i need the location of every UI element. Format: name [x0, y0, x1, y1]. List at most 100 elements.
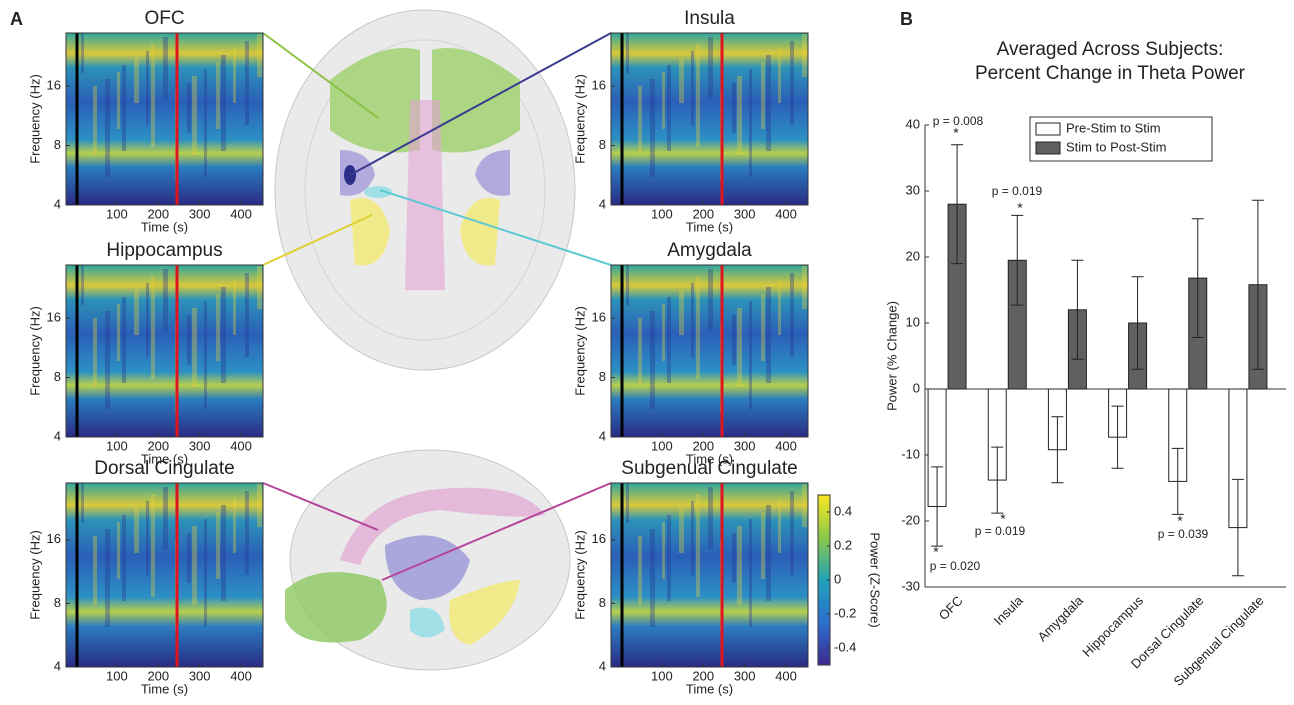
spectrogram-texture: [122, 515, 126, 601]
x-axis-label: Time (s): [686, 219, 733, 234]
plot-title: Subgenual Cingulate: [621, 458, 797, 479]
y-tick-label: 4: [54, 428, 61, 443]
spectrogram-texture: [691, 51, 694, 125]
y-tick-label: 8: [599, 595, 606, 610]
y-axis-label: Frequency (Hz): [572, 306, 587, 396]
x-tick-label: 200: [147, 438, 169, 453]
spectrogram-texture: [766, 55, 771, 151]
spectrogram-texture: [221, 505, 226, 601]
x-axis-label: Time (s): [686, 451, 733, 466]
spectrogram-texture: [233, 498, 236, 553]
spectrogram-texture: [766, 505, 771, 601]
x-tick-label: 300: [734, 206, 756, 221]
plot-title: Hippocampus: [106, 240, 222, 261]
y-tick-label: -20: [901, 512, 920, 527]
error-bar: [1011, 214, 1024, 306]
error-bar: [991, 446, 1004, 514]
spectrogram-texture: [93, 536, 97, 605]
spectrogram-texture: [802, 484, 807, 527]
spectrogram-texture: [650, 311, 655, 409]
spectrogram-texture: [650, 529, 655, 627]
y-tick-label: 8: [54, 595, 61, 610]
spectrogram-texture: [737, 526, 742, 605]
spectrogram-texture: [245, 491, 249, 575]
colorbar-tick-label: 0.2: [834, 537, 852, 552]
colorbar-tick-label: 0.4: [834, 503, 852, 518]
y-axis-label: Frequency (Hz): [27, 306, 42, 396]
colorbar-label: Power (Z-Score): [868, 532, 883, 627]
spectrogram-texture: [778, 498, 781, 553]
x-tick-label: 400: [775, 438, 797, 453]
plot-frame: [65, 32, 264, 206]
x-tick-label: 200: [692, 668, 714, 683]
spectrogram-texture: [679, 508, 684, 553]
spectrogram-texture: [81, 33, 84, 73]
spectrogram-texture: [626, 483, 629, 523]
p-value: p = 0.019: [992, 184, 1043, 198]
x-tick-label: 100: [106, 438, 128, 453]
connector: [262, 214, 373, 266]
x-tick-label: 300: [734, 438, 756, 453]
spectrogram-texture: [151, 276, 155, 379]
plot-frame: [610, 482, 809, 668]
panel-label: A: [10, 9, 23, 29]
legend-swatch: [1035, 122, 1061, 136]
spectrogram-texture: [93, 86, 97, 155]
significance-star: *: [953, 125, 959, 141]
brain-axial: [274, 9, 576, 371]
spectrogram-texture: [708, 269, 713, 331]
y-tick-label: 0: [913, 380, 920, 395]
y-tick-label: 8: [54, 137, 61, 152]
connector: [381, 482, 612, 581]
spectrogram-texture: [737, 308, 742, 387]
plot-frame: [65, 264, 264, 438]
chart-title: Averaged Across Subjects:: [997, 39, 1224, 60]
spectrogram-texture: [146, 283, 149, 357]
spectrogram-texture: [163, 487, 168, 549]
spectrogram-texture: [146, 51, 149, 125]
spectrogram-texture: [691, 501, 694, 575]
spectrogram-texture: [257, 266, 262, 309]
plot-frame: [610, 264, 809, 438]
y-tick-label: 16: [47, 78, 61, 93]
x-tick-label: 300: [734, 668, 756, 683]
spectrogram-texture: [749, 519, 752, 627]
spectrogram-texture: [117, 304, 120, 361]
legend-swatch: [1035, 141, 1061, 155]
spectrogram-image: [611, 33, 808, 205]
x-tick-label: 200: [692, 206, 714, 221]
spectrogram-texture: [638, 536, 642, 605]
error-bar: [1171, 447, 1184, 515]
spectrogram-texture: [151, 494, 155, 597]
spectrogram-texture: [790, 273, 794, 357]
plot-frame: [610, 32, 809, 206]
spectrogram-texture: [81, 265, 84, 305]
y-tick-label: 10: [906, 314, 920, 329]
spectrogram-texture: [122, 297, 126, 383]
spectrogram-texture: [93, 318, 97, 387]
spectrogram-texture: [802, 266, 807, 309]
error-bar: [1191, 218, 1204, 339]
spectrogram-texture: [749, 301, 752, 409]
x-tick-label: Insula: [991, 592, 1027, 628]
spectrogram-texture: [192, 76, 197, 155]
significance-star: *: [933, 544, 939, 560]
spectrogram-texture: [151, 44, 155, 147]
connector: [262, 32, 379, 119]
y-axis-label: Power (% Change): [884, 301, 899, 411]
spectrogram-texture: [708, 487, 713, 549]
error-bar: [951, 144, 964, 265]
y-tick-label: 16: [47, 310, 61, 325]
x-tick-label: 100: [651, 668, 673, 683]
spectrogram-texture: [192, 308, 197, 387]
y-tick-label: 4: [599, 428, 606, 443]
spectrogram-texture: [626, 33, 629, 73]
y-tick-label: 20: [906, 248, 920, 263]
error-bar: [1111, 405, 1124, 469]
x-tick-label: 300: [189, 668, 211, 683]
y-tick-label: 4: [54, 196, 61, 211]
x-tick-label: 200: [147, 206, 169, 221]
y-axis-label: Frequency (Hz): [572, 530, 587, 620]
error-bar: [1251, 199, 1264, 370]
